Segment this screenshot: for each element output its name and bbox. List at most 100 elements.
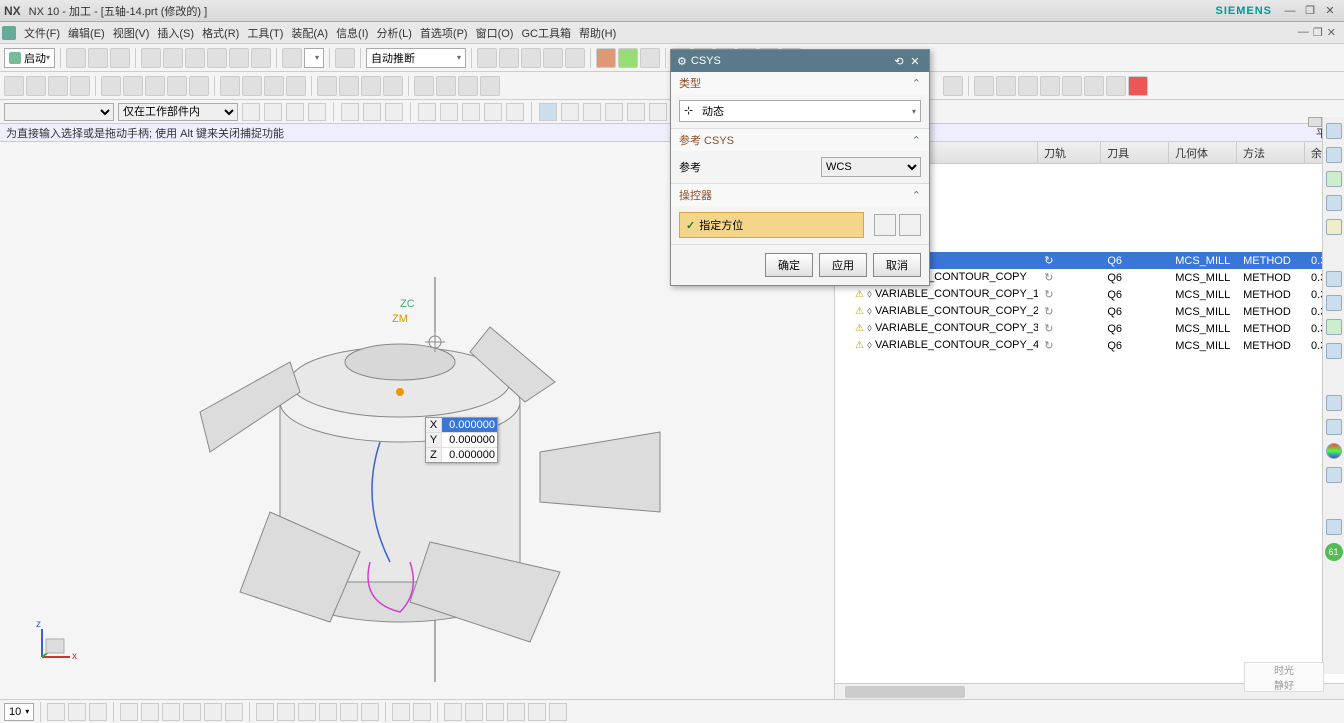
coord-x-value[interactable]: 0.000000 xyxy=(442,418,497,432)
bb-17[interactable] xyxy=(413,703,431,721)
tb-v5[interactable] xyxy=(565,48,585,68)
bb-4[interactable] xyxy=(120,703,138,721)
menu-item[interactable]: 视图(V) xyxy=(109,26,154,42)
ref-select[interactable]: WCS xyxy=(821,157,921,177)
t2-r9-delete-icon[interactable] xyxy=(1128,76,1148,96)
bb-19[interactable] xyxy=(465,703,483,721)
collapse-icon[interactable]: ⌃ xyxy=(912,189,921,202)
tb-redo[interactable] xyxy=(229,48,249,68)
bb-20[interactable] xyxy=(486,703,504,721)
bb-5[interactable] xyxy=(141,703,159,721)
sel-ic8[interactable] xyxy=(418,103,436,121)
minimize-button[interactable]: — xyxy=(1280,5,1300,17)
ok-button[interactable]: 确定 xyxy=(765,253,813,277)
rb-1[interactable] xyxy=(1326,123,1342,139)
t2-17[interactable] xyxy=(383,76,403,96)
menu-item[interactable]: 格式(R) xyxy=(198,26,243,42)
t2-4[interactable] xyxy=(70,76,90,96)
cancel-button[interactable]: 取消 xyxy=(873,253,921,277)
menu-item[interactable]: 工具(T) xyxy=(243,26,287,42)
snap-ic3[interactable] xyxy=(583,103,601,121)
bb-13[interactable] xyxy=(319,703,337,721)
collapse-icon[interactable]: ⌃ xyxy=(912,77,921,90)
tree-row[interactable]: ⚠ ⬨ VARIABLE_CONTOUR_COPY_3↻Q6MCS_MILLME… xyxy=(835,320,1344,337)
rb-12[interactable] xyxy=(1326,443,1342,459)
bb-9[interactable] xyxy=(225,703,243,721)
filter-dropdown[interactable]: 自动推断 ▾ xyxy=(366,48,466,68)
rb-6[interactable] xyxy=(1326,271,1342,287)
tb-save[interactable] xyxy=(110,48,130,68)
tb-paste[interactable] xyxy=(185,48,205,68)
bb-10[interactable] xyxy=(256,703,274,721)
t2-r5[interactable] xyxy=(1040,76,1060,96)
t2-7[interactable] xyxy=(145,76,165,96)
tb-c2[interactable] xyxy=(618,48,638,68)
sel-ic7[interactable] xyxy=(385,103,403,121)
tree-col-header[interactable]: 几何体 xyxy=(1169,142,1237,163)
doc-minimize[interactable]: — xyxy=(1298,26,1309,39)
t2-r8[interactable] xyxy=(1106,76,1126,96)
t2-21[interactable] xyxy=(480,76,500,96)
bb-16[interactable] xyxy=(392,703,410,721)
t2-11[interactable] xyxy=(242,76,262,96)
apply-button[interactable]: 应用 xyxy=(819,253,867,277)
t2-15[interactable] xyxy=(339,76,359,96)
tb-cut[interactable] xyxy=(141,48,161,68)
t2-8[interactable] xyxy=(167,76,187,96)
t2-r7[interactable] xyxy=(1084,76,1104,96)
sel-ic9[interactable] xyxy=(440,103,458,121)
menu-item[interactable]: 插入(S) xyxy=(153,26,198,42)
doc-restore[interactable]: ❐ xyxy=(1313,26,1323,39)
sel-ic12[interactable] xyxy=(506,103,524,121)
t2-2[interactable] xyxy=(26,76,46,96)
tb-copy[interactable] xyxy=(163,48,183,68)
bb-15[interactable] xyxy=(361,703,379,721)
tb-v3[interactable] xyxy=(521,48,541,68)
tb-cmd3[interactable] xyxy=(335,48,355,68)
snap-ic1[interactable] xyxy=(539,103,557,121)
bb-7[interactable] xyxy=(183,703,201,721)
sel-type[interactable] xyxy=(4,103,114,121)
dialog-titlebar[interactable]: ⚙ CSYS ⟲ ✕ xyxy=(671,50,929,72)
restore-button[interactable]: ❐ xyxy=(1300,4,1320,17)
type-section-header[interactable]: 类型 ⌃ xyxy=(671,72,929,94)
dialog-reset-icon[interactable]: ⟲ xyxy=(891,55,907,68)
coord-input-panel[interactable]: X0.000000 Y0.000000 Z0.000000 xyxy=(425,417,498,463)
tb-cmd2[interactable]: ▾ xyxy=(304,48,324,68)
tb-c1[interactable] xyxy=(596,48,616,68)
t2-13[interactable] xyxy=(286,76,306,96)
snap-ic5[interactable] xyxy=(627,103,645,121)
tb-cmd1[interactable] xyxy=(282,48,302,68)
sel-ic2[interactable] xyxy=(264,103,282,121)
menu-item[interactable]: 分析(L) xyxy=(372,26,415,42)
rb-14[interactable] xyxy=(1326,519,1342,535)
tree-row[interactable]: ⚠ ⬨ VARIABLE_CONTOUR_COPY_1↻Q6MCS_MILLME… xyxy=(835,286,1344,303)
tree-row[interactable]: ⚠ ⬨ VARIABLE_CONTOUR_COPY_2↻Q6MCS_MILLME… xyxy=(835,303,1344,320)
collapse-icon[interactable]: ⌃ xyxy=(912,134,921,147)
t2-10[interactable] xyxy=(220,76,240,96)
menu-item[interactable]: 装配(A) xyxy=(287,26,332,42)
sel-ic4[interactable] xyxy=(308,103,326,121)
rb-13[interactable] xyxy=(1326,467,1342,483)
bb-18[interactable] xyxy=(444,703,462,721)
t2-20[interactable] xyxy=(458,76,478,96)
tb-delete[interactable] xyxy=(251,48,271,68)
t2-16[interactable] xyxy=(361,76,381,96)
bb-3[interactable] xyxy=(89,703,107,721)
rb-9[interactable] xyxy=(1326,343,1342,359)
bb-14[interactable] xyxy=(340,703,358,721)
bb-23[interactable] xyxy=(549,703,567,721)
menu-item[interactable]: 首选项(P) xyxy=(416,26,472,42)
tb-new[interactable] xyxy=(66,48,86,68)
t2-9[interactable] xyxy=(189,76,209,96)
panel-notch[interactable] xyxy=(1308,117,1322,127)
rb-4[interactable] xyxy=(1326,195,1342,211)
t2-18[interactable] xyxy=(414,76,434,96)
tb-v2[interactable] xyxy=(499,48,519,68)
menu-item[interactable]: 窗口(O) xyxy=(472,26,518,42)
bb-6[interactable] xyxy=(162,703,180,721)
rb-3[interactable] xyxy=(1326,171,1342,187)
ref-section-header[interactable]: 参考 CSYS ⌃ xyxy=(671,129,929,151)
t2-r3[interactable] xyxy=(996,76,1016,96)
rb-badge[interactable]: 61 xyxy=(1325,543,1343,561)
